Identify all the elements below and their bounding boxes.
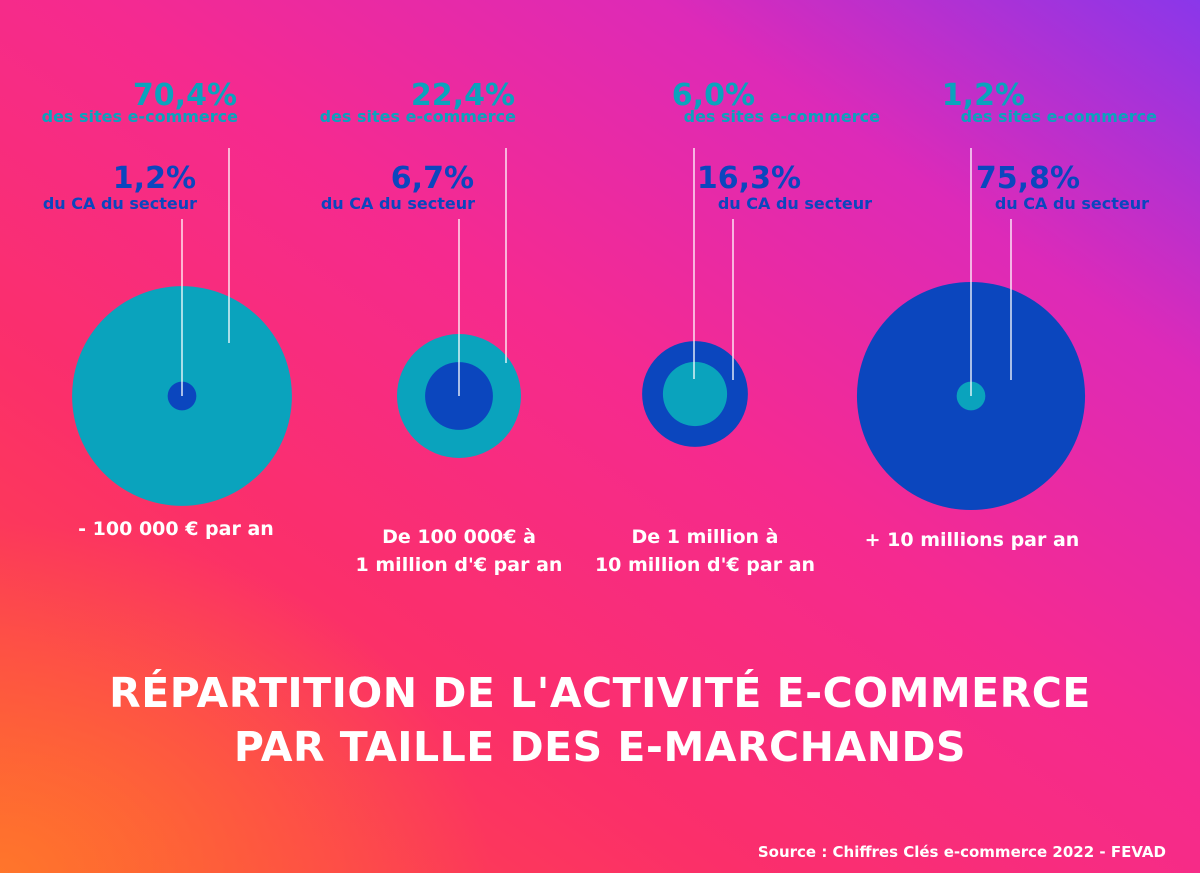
category-label-1-line-1: - 100 000 € par an	[78, 518, 274, 540]
sites-value-1: 70,4%	[133, 78, 237, 113]
category-label-3-line-2: 10 million d'€ par an	[595, 554, 815, 576]
chart-title-line-1: RÉPARTITION DE L'ACTIVITÉ E-COMMERCE	[109, 669, 1091, 717]
sites-series-label-4: des sites e-commerce	[961, 107, 1158, 126]
ca-series-label-1: du CA du secteur	[43, 194, 197, 213]
sites-series-label-3: des sites e-commerce	[684, 107, 881, 126]
category-label-4-line-1: + 10 millions par an	[865, 529, 1080, 551]
source-caption: Source : Chiffres Clés e-commerce 2022 -…	[757, 843, 1166, 861]
ca-value-2: 6,7%	[391, 161, 474, 196]
ca-value-4: 75,8%	[976, 161, 1080, 196]
sites-value-2: 22,4%	[411, 78, 515, 113]
sites-series-label-1: des sites e-commerce	[42, 107, 239, 126]
ca-value-3: 16,3%	[697, 161, 801, 196]
bubble-sites-3	[662, 361, 728, 427]
category-label-2-line-1: De 100 000€ à	[382, 526, 536, 548]
ca-series-label-2: du CA du secteur	[321, 194, 475, 213]
ca-series-label-3: du CA du secteur	[718, 194, 872, 213]
category-label-3-line-1: De 1 million à	[632, 526, 779, 548]
ca-value-1: 1,2%	[113, 161, 196, 196]
sites-value-4: 1,2%	[942, 78, 1025, 113]
ca-series-label-4: du CA du secteur	[995, 194, 1149, 213]
sites-series-label-2: des sites e-commerce	[320, 107, 517, 126]
sites-value-3: 6,0%	[672, 78, 755, 113]
chart-title-line-2: PAR TAILLE DES E-MARCHANDS	[233, 723, 967, 771]
category-label-2-line-2: 1 million d'€ par an	[356, 554, 563, 576]
